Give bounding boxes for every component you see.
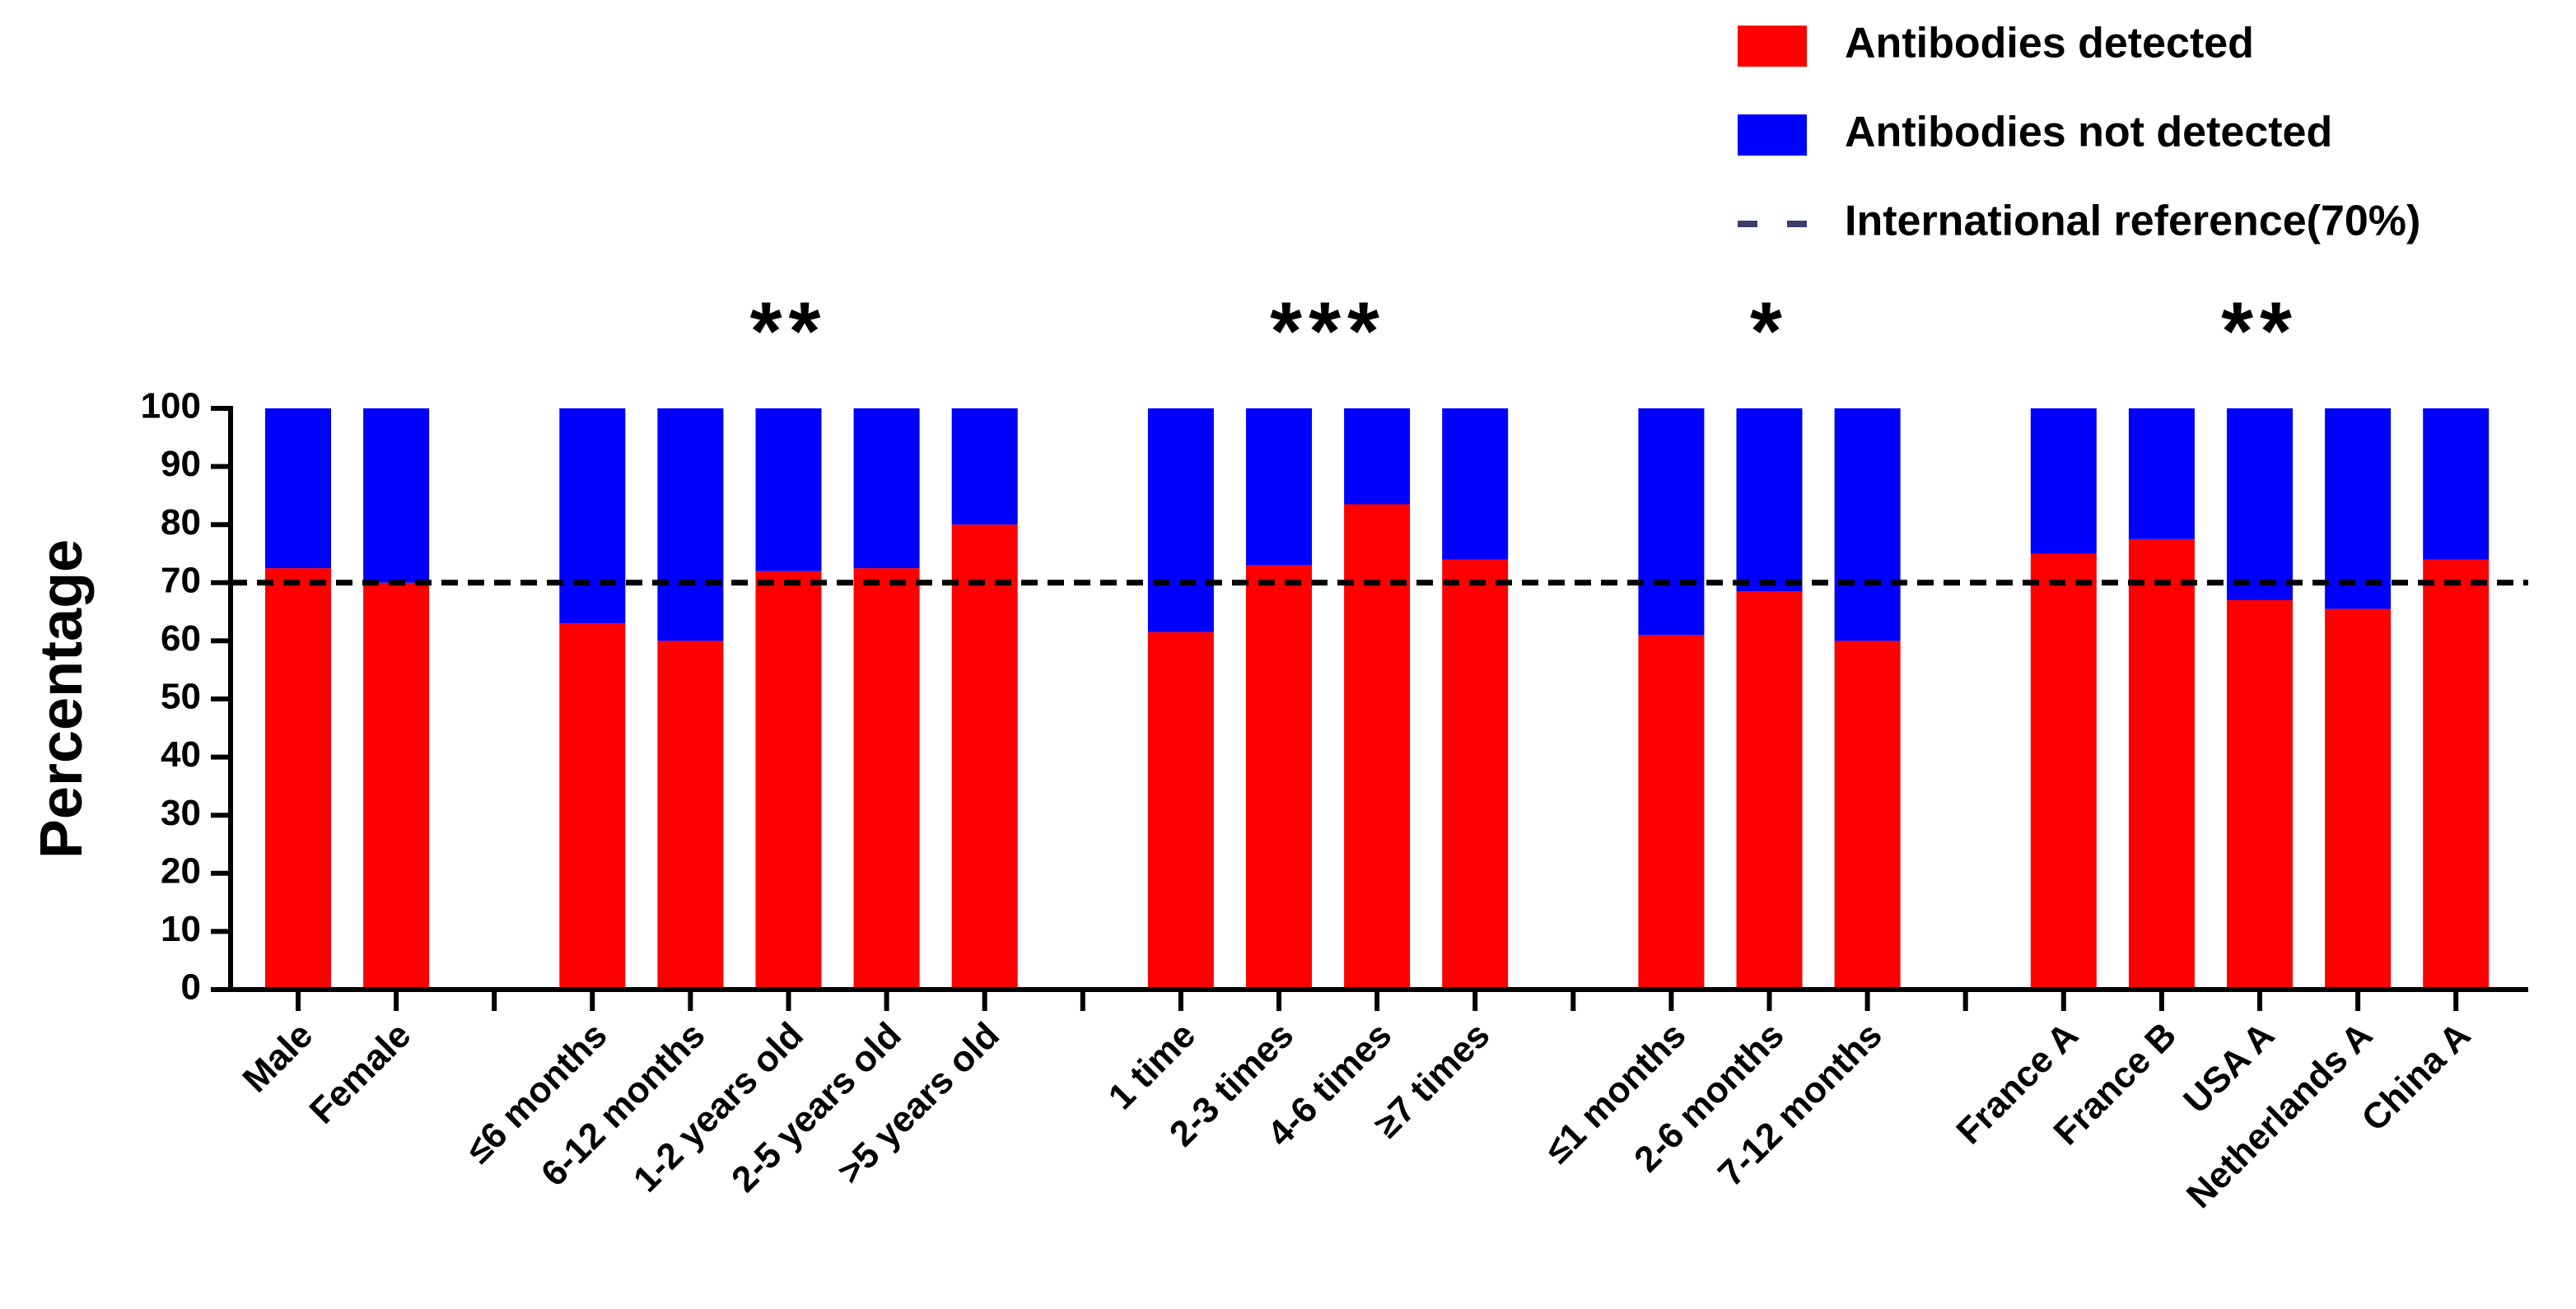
bar-segment	[1736, 591, 1803, 990]
bar-segment	[1147, 408, 1214, 632]
legend-swatch	[1738, 114, 1807, 156]
bar-segment	[657, 408, 724, 641]
y-tick-label: 40	[161, 734, 201, 775]
x-tick-label: China A	[2354, 1015, 2478, 1139]
bar-segment	[2030, 408, 2097, 554]
significance-mark: ***	[1270, 285, 1386, 377]
significance-mark: *	[1750, 285, 1789, 377]
y-tick-label: 30	[161, 793, 201, 833]
y-axis-label: Percentage	[29, 539, 95, 859]
bar-segment	[265, 568, 331, 990]
bar-segment	[853, 408, 920, 569]
bar-segment	[951, 524, 1018, 990]
y-tick-label: 70	[161, 560, 201, 600]
bar-segment	[363, 408, 430, 583]
bar-segment	[2227, 599, 2293, 990]
x-tick-label: Male	[235, 1015, 320, 1101]
x-tick-label: Female	[302, 1015, 419, 1132]
bar-segment	[1442, 559, 1509, 990]
x-tick-label: 1-2 years old	[626, 1015, 811, 1200]
y-tick-label: 10	[161, 909, 201, 949]
bar-segment	[363, 582, 430, 990]
bar-segment	[1834, 408, 1901, 641]
bar-segment	[2128, 408, 2195, 539]
bar-segment	[2325, 608, 2392, 990]
legend-label: International reference(70%)	[1845, 198, 2420, 245]
bar-segment	[853, 568, 920, 990]
bar-segment	[2128, 538, 2195, 990]
bar-segment	[2030, 553, 2097, 990]
bar-segment	[755, 571, 822, 990]
bar-segment	[1147, 631, 1214, 990]
y-tick-label: 20	[161, 850, 201, 891]
bar-segment	[755, 408, 822, 571]
y-tick-label: 100	[141, 386, 201, 426]
bar-segment	[657, 641, 724, 990]
bar-segment	[1246, 408, 1312, 566]
y-tick-label: 0	[181, 967, 201, 1008]
bar-segment	[1834, 641, 1901, 990]
bar-segment	[265, 408, 331, 569]
bar-segment	[951, 408, 1018, 525]
bar-segment	[2423, 559, 2490, 990]
y-tick-label: 90	[161, 444, 201, 484]
legend-label: Antibodies detected	[1845, 20, 2254, 68]
x-tick-label: 2-5 years old	[724, 1015, 909, 1200]
y-tick-label: 50	[161, 677, 201, 717]
bar-segment	[1344, 408, 1411, 505]
bar-segment	[1638, 408, 1705, 636]
bar-segment	[1344, 504, 1411, 990]
bar-segment	[1246, 565, 1312, 990]
legend-label: Antibodies not detected	[1845, 109, 2332, 156]
bar-segment	[2227, 408, 2293, 600]
bar-segment	[1736, 408, 1803, 592]
bar-segment	[559, 408, 626, 624]
y-tick-label: 60	[161, 618, 201, 659]
bar-segment	[559, 623, 626, 990]
legend-swatch	[1738, 26, 1807, 67]
y-tick-label: 80	[161, 502, 201, 543]
bar-segment	[2423, 408, 2490, 560]
bar-segment	[1638, 635, 1705, 990]
significance-mark: **	[750, 285, 828, 377]
bar-segment	[2325, 408, 2392, 609]
significance-mark: **	[2221, 285, 2298, 377]
bar-segment	[1442, 408, 1509, 560]
